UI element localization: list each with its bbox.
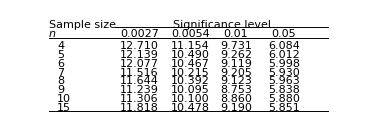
Text: 9: 9: [57, 85, 64, 95]
Text: 10.490: 10.490: [171, 50, 210, 60]
Text: 5.880: 5.880: [268, 94, 300, 104]
Text: 10.100: 10.100: [171, 94, 210, 104]
Text: 5.851: 5.851: [268, 103, 300, 113]
Text: 9.205: 9.205: [220, 67, 252, 78]
Text: 9.262: 9.262: [220, 50, 252, 60]
Text: 10.467: 10.467: [171, 59, 210, 69]
Text: 11.818: 11.818: [120, 103, 159, 113]
Text: 12.139: 12.139: [120, 50, 159, 60]
Text: 11.239: 11.239: [120, 85, 159, 95]
Text: 11.516: 11.516: [120, 67, 159, 78]
Text: 12.710: 12.710: [120, 41, 159, 51]
Text: 10: 10: [57, 94, 71, 104]
Text: 10.095: 10.095: [171, 85, 210, 95]
Text: 10.392: 10.392: [171, 76, 210, 86]
Text: 6.084: 6.084: [268, 41, 300, 51]
Text: 11.154: 11.154: [171, 41, 210, 51]
Text: 10.478: 10.478: [171, 103, 210, 113]
Text: 10.215: 10.215: [171, 67, 210, 78]
Text: 4: 4: [57, 41, 64, 51]
Text: 15: 15: [57, 103, 71, 113]
Text: 8: 8: [57, 76, 64, 86]
Text: 9.731: 9.731: [220, 41, 252, 51]
Text: 7: 7: [57, 67, 64, 78]
Text: 8.753: 8.753: [220, 85, 252, 95]
Text: 11.306: 11.306: [120, 94, 159, 104]
Text: Significance level: Significance level: [173, 20, 270, 30]
Text: 9.119: 9.119: [220, 59, 252, 69]
Text: 5: 5: [57, 50, 64, 60]
Text: 0.05: 0.05: [272, 29, 296, 39]
Text: 9.190: 9.190: [220, 103, 252, 113]
Text: 9.123: 9.123: [220, 76, 252, 86]
Text: 11.644: 11.644: [120, 76, 159, 86]
Text: 12.077: 12.077: [120, 59, 159, 69]
Text: 5.838: 5.838: [268, 85, 300, 95]
Text: 0.01: 0.01: [224, 29, 248, 39]
Text: 5.963: 5.963: [268, 76, 300, 86]
Text: 5.930: 5.930: [268, 67, 300, 78]
Text: Sample size: Sample size: [49, 20, 116, 30]
Text: n: n: [49, 29, 56, 39]
Text: 6: 6: [57, 59, 64, 69]
Text: 0.0027: 0.0027: [120, 29, 159, 39]
Text: 6.012: 6.012: [268, 50, 300, 60]
Text: 5.998: 5.998: [268, 59, 300, 69]
Text: 0.0054: 0.0054: [171, 29, 210, 39]
Text: 8.860: 8.860: [220, 94, 252, 104]
